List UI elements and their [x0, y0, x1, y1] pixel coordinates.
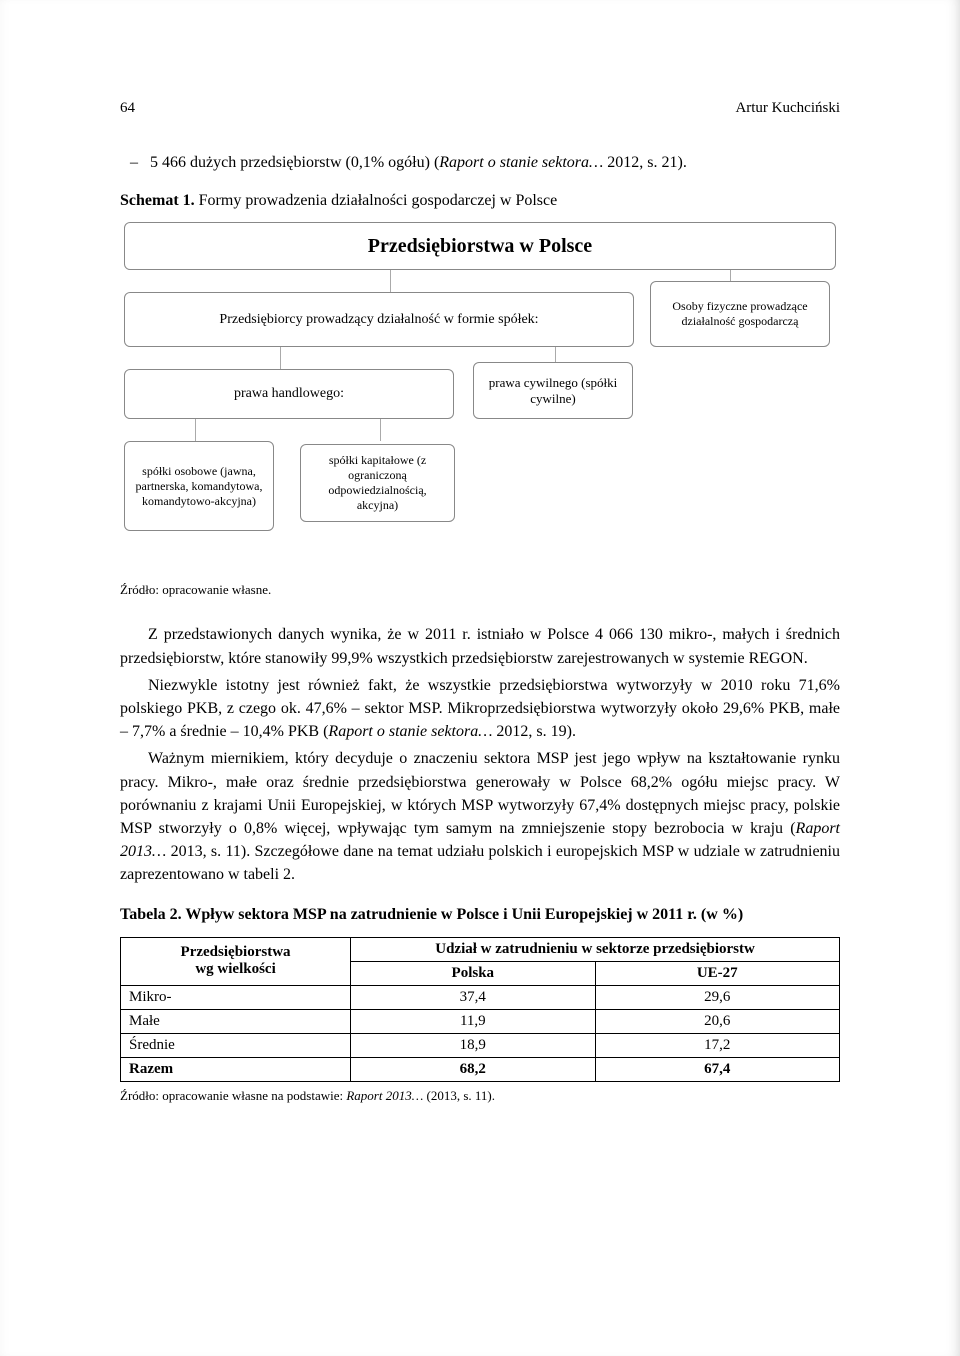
para2-ital: Raport o stanie sektora… [328, 723, 492, 740]
col-header-group: Udział w zatrudnieniu w sektorze przedsi… [351, 937, 840, 961]
zrodlo-diagram: Źródło: opracowanie własne. [120, 582, 840, 598]
author-name: Artur Kuchciński [735, 100, 840, 117]
cell-polska: 68,2 [351, 1057, 595, 1081]
schemat-heading: Schemat 1. Formy prowadzenia działalnośc… [120, 192, 840, 210]
diagram-node-cywilne: prawa cywilnego (spółki cywilne) [473, 362, 633, 419]
zrodlo2-a: Źródło: opracowanie własne na podstawie: [120, 1088, 346, 1103]
paragraph-1: Z przedstawionych danych wynika, że w 20… [120, 623, 840, 669]
cell-category: Średnie [121, 1033, 351, 1057]
cell-category: Mikro- [121, 985, 351, 1009]
zrodlo2-ital: Raport 2013… [346, 1088, 423, 1103]
bullet-text-post: 2012, s. 21). [603, 154, 687, 171]
diagram-node-osoby: Osoby fizyczne prowadzące działalność go… [650, 281, 830, 347]
para3-a: Ważnym miernikiem, który decyduje o znac… [120, 750, 840, 837]
bullet-item: – 5 466 dużych przedsiębiorstw (0,1% ogó… [130, 152, 840, 174]
diagram-node-osobowe: spółki osobowe (jawna, partnerska, koman… [124, 441, 274, 531]
diagram-node-spolki: Przedsiębiorcy prowadzący działalność w … [124, 292, 634, 347]
table-header-row-1: Przedsiębiorstwa wg wielkości Udział w z… [121, 937, 840, 961]
paragraph-3: Ważnym miernikiem, który decyduje o znac… [120, 747, 840, 886]
zrodlo2-b: (2013, s. 11). [423, 1088, 495, 1103]
para3-b: 2013, s. 11). Szczegółowe dane na temat … [120, 843, 840, 883]
diagram-line [280, 347, 281, 369]
bullet-text-pre: 5 466 dużych przedsiębiorstw (0,1% ogółu… [150, 154, 439, 171]
page-header: 64 Artur Kuchciński [120, 100, 840, 117]
zrodlo-tabela: Źródło: opracowanie własne na podstawie:… [120, 1088, 840, 1104]
cell-category: Małe [121, 1009, 351, 1033]
para2-b: 2012, s. 19). [492, 723, 576, 740]
bullet-dash: – [130, 152, 150, 174]
cell-polska: 18,9 [351, 1033, 595, 1057]
col-header-polska: Polska [351, 961, 595, 985]
diagram-line [390, 270, 391, 292]
bullet-text-ital: Raport o stanie sektora… [439, 154, 603, 171]
page: 64 Artur Kuchciński – 5 466 dużych przed… [0, 0, 960, 1356]
diagram-formy: Przedsiębiorstwa w Polsce Przedsiębiorcy… [120, 222, 840, 572]
diagram-line [195, 419, 196, 441]
diagram-node-kapitalowe: spółki kapitałowe (z ograniczoną odpowie… [300, 444, 455, 522]
cell-polska: 37,4 [351, 985, 595, 1009]
table-row: Małe11,920,6 [121, 1009, 840, 1033]
bullet-text: 5 466 dużych przedsiębiorstw (0,1% ogółu… [150, 152, 840, 174]
col-header-ue27: UE-27 [595, 961, 839, 985]
col-header-line2: wg wielkości [195, 961, 275, 977]
table-head: Przedsiębiorstwa wg wielkości Udział w z… [121, 937, 840, 985]
tabela-title: Tabela 2. Wpływ sektora MSP na zatrudnie… [120, 904, 840, 926]
table-body: Mikro-37,429,6Małe11,920,6Średnie18,917,… [121, 985, 840, 1081]
cell-ue27: 29,6 [595, 985, 839, 1009]
schemat-label: Schemat 1. [120, 192, 195, 209]
cell-polska: 11,9 [351, 1009, 595, 1033]
table-row: Mikro-37,429,6 [121, 985, 840, 1009]
col-header-line1: Przedsiębiorstwa [181, 944, 291, 960]
page-number: 64 [120, 100, 135, 117]
cell-category: Razem [121, 1057, 351, 1081]
schemat-title-text: Formy prowadzenia działalności gospodarc… [195, 192, 558, 209]
col-header-przedsiebiorstwa: Przedsiębiorstwa wg wielkości [121, 937, 351, 985]
cell-ue27: 20,6 [595, 1009, 839, 1033]
diagram-node-handlowe: prawa handlowego: [124, 369, 454, 419]
table-row: Średnie18,917,2 [121, 1033, 840, 1057]
paragraph-2: Niezwykle istotny jest również fakt, że … [120, 674, 840, 744]
cell-ue27: 67,4 [595, 1057, 839, 1081]
cell-ue27: 17,2 [595, 1033, 839, 1057]
diagram-line [380, 419, 381, 441]
tabela-2: Przedsiębiorstwa wg wielkości Udział w z… [120, 937, 840, 1082]
diagram-root: Przedsiębiorstwa w Polsce [124, 222, 836, 270]
table-row: Razem68,267,4 [121, 1057, 840, 1081]
